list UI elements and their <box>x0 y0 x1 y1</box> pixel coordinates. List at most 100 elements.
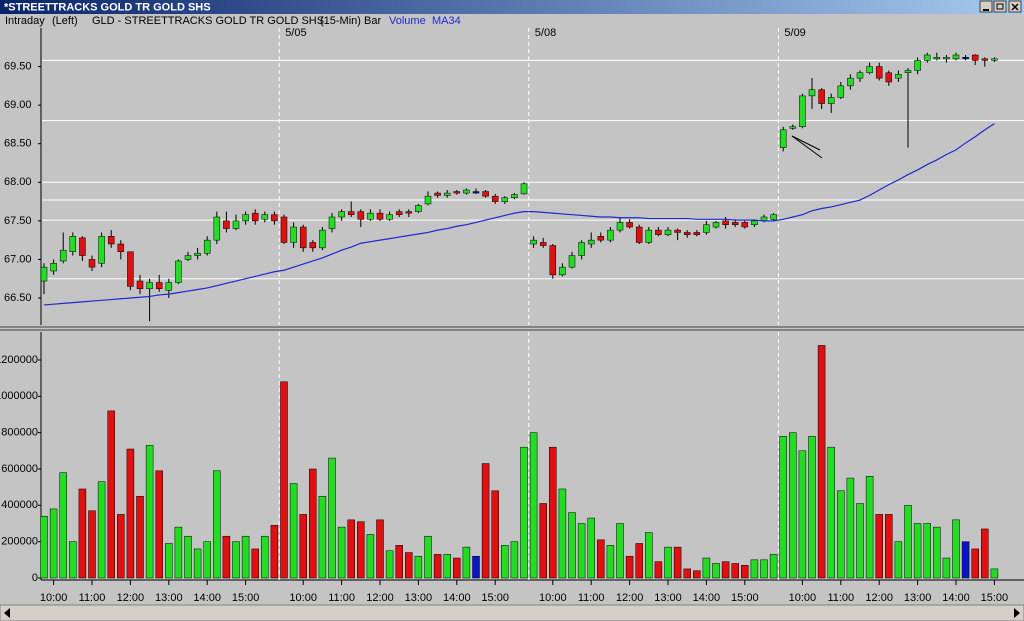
candle-body <box>415 205 422 212</box>
x-tick-label: 13:00 <box>654 592 682 604</box>
candle-body <box>703 224 710 233</box>
candle-body <box>827 97 835 104</box>
candle-body <box>635 226 643 243</box>
candle-body <box>731 222 739 225</box>
volume-bar <box>69 541 77 579</box>
x-tick-label: 13:00 <box>155 592 183 604</box>
candle-body <box>251 212 259 222</box>
volume-bar <box>213 470 221 579</box>
candle-body <box>136 280 144 289</box>
x-tick-label: 11:00 <box>827 592 854 604</box>
candle-body <box>683 232 691 235</box>
volume-bar <box>731 563 739 579</box>
volume-bar <box>174 526 183 579</box>
candle-body <box>875 66 883 79</box>
volume-bar <box>625 555 634 579</box>
candle-body <box>866 66 873 73</box>
volume-bar <box>645 532 653 579</box>
x-tick-label: 14:00 <box>693 592 721 604</box>
candle-body <box>395 211 403 215</box>
volume-bar <box>741 565 749 579</box>
y-tick-label: 1000000 <box>0 390 38 402</box>
candle-body <box>367 212 374 220</box>
restore-button[interactable] <box>993 0 1007 13</box>
volume-bar <box>856 503 864 579</box>
candle-body <box>904 70 912 73</box>
volume-bar <box>673 546 682 579</box>
candle-body <box>242 214 249 222</box>
volume-bar <box>337 526 346 579</box>
volume-bar <box>462 546 471 579</box>
volume-bar <box>664 546 672 579</box>
x-tick-label: 12:00 <box>865 592 893 604</box>
candle-body <box>607 229 614 241</box>
volume-bar <box>251 548 259 579</box>
candle-body <box>722 220 729 225</box>
y-tick-label: 400000 <box>1 499 38 511</box>
volume-bar <box>232 541 240 579</box>
volume-bar <box>789 432 797 579</box>
candle-body <box>770 214 777 220</box>
candle-body <box>261 214 269 220</box>
volume-bar <box>501 545 509 579</box>
y-tick-label: 200000 <box>1 536 38 548</box>
volume-bar <box>491 490 499 579</box>
volume-bar <box>597 539 605 579</box>
volume-bar <box>961 541 970 579</box>
candle-body <box>981 58 989 61</box>
candle-body <box>991 58 998 61</box>
candle-body <box>443 192 451 196</box>
x-tick-label: 15:00 <box>481 592 509 604</box>
y-tick-label: 600000 <box>1 463 38 475</box>
candle-body <box>271 214 278 222</box>
candle-body <box>59 249 67 262</box>
volume-bar <box>817 345 826 579</box>
candle-body <box>587 239 595 245</box>
window-controls[interactable] <box>979 0 1022 13</box>
x-tick-label: 14:00 <box>193 592 221 604</box>
volume-bar <box>97 481 106 579</box>
volume-bar <box>424 535 432 579</box>
candle-body <box>511 194 518 198</box>
candle-body <box>923 54 931 61</box>
scrollbar[interactable] <box>0 604 1024 621</box>
candle-body <box>309 242 317 249</box>
volume-bar <box>539 503 547 579</box>
volume-bar <box>712 563 720 579</box>
header-style: Bar <box>364 15 381 27</box>
date-label: 5/09 <box>784 27 805 39</box>
header-axis-side: (Left) <box>52 15 78 27</box>
volume-bar <box>414 555 423 579</box>
y-tick-label: 69.50 <box>4 60 32 72</box>
x-tick-label: 13:00 <box>904 592 932 604</box>
volume-bar <box>846 477 855 579</box>
candle-body <box>117 243 125 252</box>
candle-body <box>127 251 134 287</box>
annotation-arrows <box>791 135 823 159</box>
candle-body <box>107 236 115 245</box>
candle-body <box>943 57 950 60</box>
volume-bar <box>184 535 192 579</box>
volume-bar <box>942 557 951 579</box>
volume-bar <box>693 570 701 579</box>
volume-bar <box>808 436 816 579</box>
volume-bar <box>577 523 586 579</box>
minimize-button[interactable] <box>979 0 993 13</box>
volume-bar <box>481 463 490 579</box>
candle-body <box>405 211 413 214</box>
candle-body <box>693 232 701 235</box>
volume-bar <box>40 515 48 579</box>
volume-bar <box>923 523 931 579</box>
candle-body <box>952 54 960 60</box>
candle-body <box>789 126 797 129</box>
volume-bar <box>769 554 778 579</box>
header-symbol: GLD - STREETTRACKS GOLD TR GOLD SHS <box>92 15 324 27</box>
scroll-left[interactable] <box>4 608 10 618</box>
candle-body <box>549 245 557 276</box>
candle-body <box>559 266 566 276</box>
candle-body <box>674 229 681 233</box>
scroll-right[interactable] <box>1014 608 1020 618</box>
volume-bar <box>385 550 394 579</box>
candle-body <box>847 77 854 87</box>
volume-bar <box>453 557 461 579</box>
